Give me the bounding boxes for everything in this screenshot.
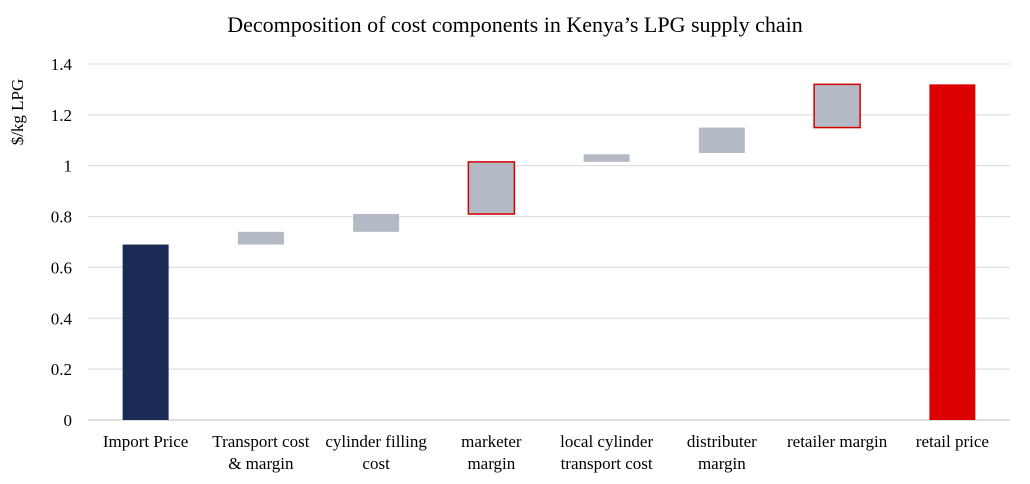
y-tick-label: 0.8 <box>51 208 72 227</box>
x-tick-label: retailer margin <box>787 432 888 451</box>
x-tick-label: cylinder filling <box>325 432 427 451</box>
y-tick-label: 0.4 <box>51 309 73 328</box>
bar <box>237 231 284 245</box>
bar <box>583 154 630 162</box>
y-tick-label: 1.4 <box>51 55 73 74</box>
chart-title: Decomposition of cost components in Keny… <box>227 12 803 37</box>
bar <box>353 214 400 232</box>
x-tick-label: margin <box>698 454 746 473</box>
bar <box>122 244 169 420</box>
x-tick-label: Transport cost <box>212 432 309 451</box>
bar <box>813 83 861 129</box>
bar <box>929 84 976 420</box>
bar <box>467 161 516 215</box>
x-tick-label: distributer <box>687 432 757 451</box>
x-tick-label: transport cost <box>561 454 653 473</box>
x-tick-label: & margin <box>228 454 294 473</box>
y-tick-label: 1.2 <box>51 106 72 125</box>
x-tick-label: Import Price <box>103 432 188 451</box>
y-tick-label: 0.2 <box>51 360 72 379</box>
y-tick-label: 0.6 <box>51 258 72 277</box>
x-tick-label: marketer <box>461 432 522 451</box>
x-tick-label: margin <box>467 454 515 473</box>
x-tick-label: retail price <box>916 432 989 451</box>
y-tick-label: 1 <box>64 157 73 176</box>
y-tick-label: 0 <box>64 411 73 430</box>
x-tick-label: local cylinder <box>560 432 653 451</box>
x-tick-label: cost <box>362 454 390 473</box>
bar <box>698 127 745 153</box>
